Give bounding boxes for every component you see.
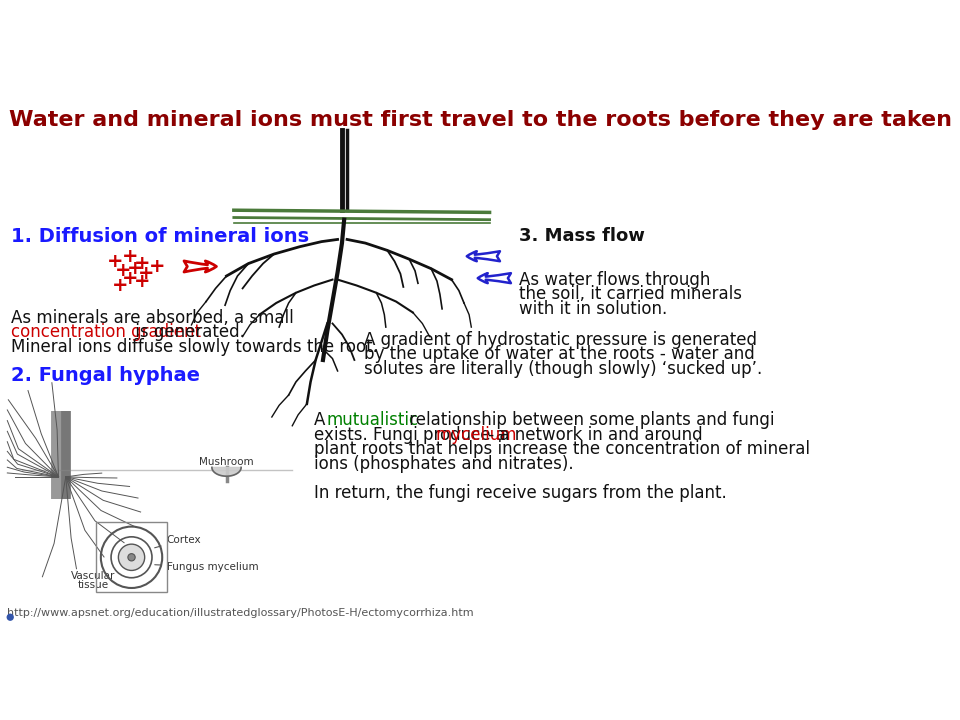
Text: +: +: [134, 254, 151, 273]
Text: mutualistic: mutualistic: [326, 411, 419, 429]
Text: plant roots that helps increase the concentration of mineral: plant roots that helps increase the conc…: [314, 441, 810, 459]
Text: +: +: [127, 259, 143, 278]
Text: A: A: [314, 411, 331, 429]
Text: concentration gradient: concentration gradient: [11, 323, 201, 341]
Text: ions (phosphates and nitrates).: ions (phosphates and nitrates).: [314, 455, 574, 473]
Text: with it in solution.: with it in solution.: [518, 300, 667, 318]
Text: As water flows through: As water flows through: [518, 271, 710, 289]
Text: +: +: [112, 276, 129, 295]
Text: Cortex: Cortex: [155, 535, 202, 548]
Text: tissue: tissue: [78, 580, 109, 590]
Text: 2. Fungal hyphae: 2. Fungal hyphae: [11, 366, 200, 385]
Text: Fungus mycelium: Fungus mycelium: [155, 562, 258, 572]
Text: A gradient of hydrostatic pressure is generated: A gradient of hydrostatic pressure is ge…: [364, 330, 756, 348]
Text: relationship between some plants and fungi: relationship between some plants and fun…: [404, 411, 775, 429]
Text: +: +: [122, 247, 138, 266]
Text: Mushroom: Mushroom: [200, 457, 253, 467]
Text: In return, the fungi receive sugars from the plant.: In return, the fungi receive sugars from…: [314, 485, 727, 503]
Text: by the uptake of water at the roots - water and: by the uptake of water at the roots - wa…: [364, 346, 755, 364]
Text: Water and mineral ions must first travel to the roots before they are taken up.: Water and mineral ions must first travel…: [9, 110, 960, 130]
Text: exists. Fungi produce a: exists. Fungi produce a: [314, 426, 512, 444]
Text: - a network in and around: - a network in and around: [483, 426, 703, 444]
Circle shape: [7, 613, 13, 621]
Text: is generated.: is generated.: [130, 323, 245, 341]
Text: mycelium: mycelium: [436, 426, 517, 444]
Text: solutes are literally (though slowly) ‘sucked up’.: solutes are literally (though slowly) ‘s…: [364, 360, 762, 378]
Text: Vascular: Vascular: [71, 571, 116, 581]
Text: +: +: [114, 261, 131, 280]
Polygon shape: [212, 467, 241, 476]
Text: Mineral ions diffuse slowly towards the root.: Mineral ions diffuse slowly towards the …: [11, 338, 378, 356]
Text: +: +: [138, 264, 155, 283]
Circle shape: [128, 554, 135, 561]
Text: +: +: [134, 271, 151, 291]
Text: http://www.apsnet.org/education/illustratedglossary/PhotosE-H/ectomycorrhiza.htm: http://www.apsnet.org/education/illustra…: [8, 608, 474, 618]
Text: +: +: [122, 269, 138, 288]
Text: the soil, it carried minerals: the soil, it carried minerals: [518, 285, 742, 303]
Text: 3. Mass flow: 3. Mass flow: [518, 227, 645, 245]
Circle shape: [118, 544, 145, 570]
Text: As minerals are absorbed, a small: As minerals are absorbed, a small: [11, 309, 294, 327]
Text: +: +: [149, 257, 165, 276]
Text: +: +: [108, 252, 124, 271]
Text: 1. Diffusion of mineral ions: 1. Diffusion of mineral ions: [11, 227, 309, 246]
